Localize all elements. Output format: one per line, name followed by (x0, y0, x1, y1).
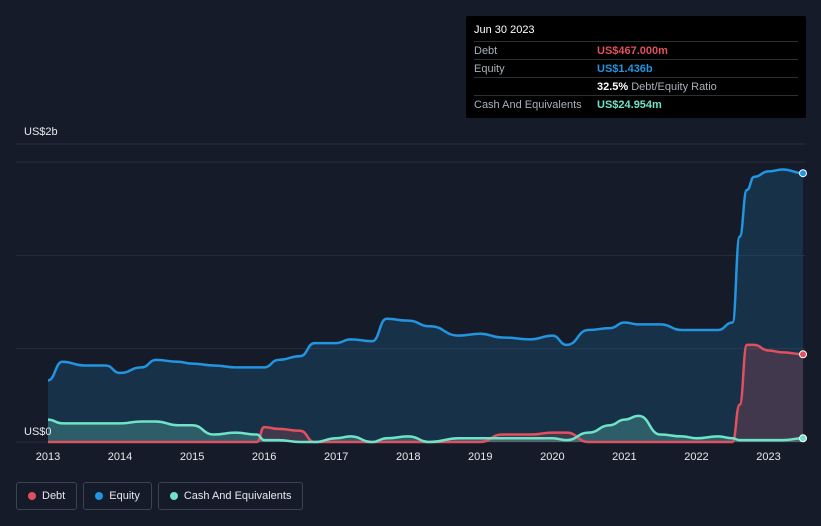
equity-area (48, 169, 803, 442)
y-tick-label-zero: US$0 (24, 426, 52, 438)
legend-item-cash[interactable]: Cash And Equivalents (157, 482, 304, 510)
chart-legend: Debt Equity Cash And Equivalents (16, 482, 304, 510)
x-tick-label-2016: 2016 (252, 451, 276, 463)
legend-item-equity[interactable]: Equity (83, 482, 152, 510)
cash-and-equivalents-line (47, 414, 804, 444)
x-tick-label-2021: 2021 (612, 451, 636, 463)
debt-end-marker (799, 350, 807, 359)
legend-equity-label: Equity (109, 490, 140, 502)
equity-line (47, 168, 804, 382)
tooltip-row-ratio: 32.5% Debt/Equity Ratio (474, 77, 798, 95)
equity-end-marker (799, 169, 807, 178)
x-tick-label-2018: 2018 (396, 451, 420, 463)
tooltip-ratio: 32.5% Debt/Equity Ratio (597, 81, 717, 93)
tooltip-row-equity: Equity US$1.436b (474, 59, 798, 77)
tooltip-cash-label: Cash And Equivalents (474, 98, 582, 111)
x-tick-label-2023: 2023 (756, 451, 780, 463)
cash-and-equivalents-end-marker (799, 434, 807, 443)
tooltip-row-cash: Cash And Equivalents US$24.954m (474, 95, 798, 113)
x-tick-label-2013: 2013 (36, 451, 60, 463)
tooltip-ratio-label: Debt/Equity Ratio (631, 80, 717, 93)
cash-dot-icon (169, 492, 178, 500)
debt-dot-icon (28, 492, 36, 500)
legend-debt-label: Debt (42, 490, 66, 502)
cash-and-equivalents-area (48, 415, 803, 442)
x-tick-label-2015: 2015 (180, 451, 204, 463)
tooltip-date: Jun 30 2023 (474, 24, 535, 36)
x-tick-label-2019: 2019 (468, 451, 492, 463)
y-tick-label-top: US$2b (24, 126, 58, 138)
x-tick-label-2017: 2017 (324, 451, 348, 463)
series-lines (47, 168, 804, 444)
equity-dot-icon (95, 492, 104, 500)
tooltip-row-debt: Debt US$467.000m (474, 41, 798, 59)
tooltip-debt-label: Debt (474, 44, 498, 57)
tooltip-equity-value: US$1.436b (597, 62, 653, 75)
series-end-markers (799, 169, 807, 443)
x-axis-ticks: 2013 2014 2015 2016 2017 2018 2019 2020 2021 2022… (36, 451, 781, 463)
x-tick-label-2020: 2020 (540, 451, 564, 463)
x-tick-label-2014: 2014 (108, 451, 132, 463)
x-tick-label-2022: 2022 (684, 451, 708, 463)
legend-cash-label: Cash And Equivalents (183, 490, 292, 502)
tooltip-equity-label: Equity (474, 62, 505, 75)
tooltip-ratio-value: 32.5% (597, 80, 629, 93)
tooltip-cash-value: US$24.954m (597, 98, 662, 111)
series-areas (48, 169, 803, 442)
hover-tooltip: Jun 30 2023 Debt US$467.000m Equity US$1… (466, 16, 806, 118)
legend-item-debt[interactable]: Debt (16, 482, 78, 510)
tooltip-debt-value: US$467.000m (597, 44, 668, 57)
